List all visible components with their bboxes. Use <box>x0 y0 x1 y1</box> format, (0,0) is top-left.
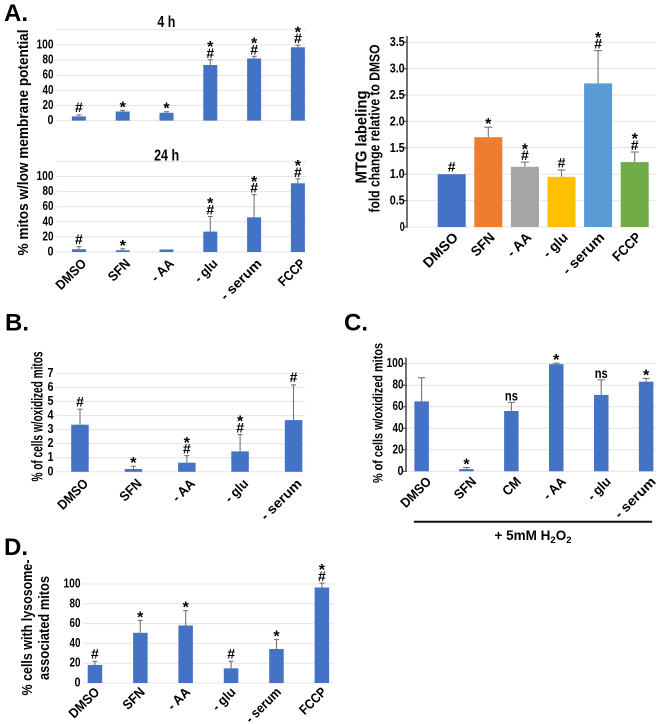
svg-text:ns: ns <box>595 366 608 381</box>
svg-text:*: * <box>137 609 144 626</box>
svg-text:3.0: 3.0 <box>390 61 405 76</box>
svg-text:20: 20 <box>393 441 404 456</box>
svg-text:*: * <box>207 39 214 56</box>
svg-text:0: 0 <box>48 112 54 127</box>
svg-text:2.0: 2.0 <box>390 113 405 128</box>
svg-text:40: 40 <box>43 213 54 228</box>
svg-text:*: * <box>163 101 170 118</box>
svg-text:#: # <box>236 420 244 436</box>
svg-text:*: * <box>184 435 191 452</box>
svg-text:1.5: 1.5 <box>390 140 405 155</box>
svg-text:#: # <box>558 154 566 170</box>
svg-text:60: 60 <box>70 615 81 630</box>
svg-text:*: * <box>207 196 214 213</box>
svg-text:associated mitos: associated mitos <box>36 576 53 680</box>
svg-text:0: 0 <box>75 675 81 690</box>
svg-text:40: 40 <box>43 82 54 97</box>
svg-text:3.5: 3.5 <box>390 34 405 49</box>
svg-text:0.5: 0.5 <box>390 193 405 208</box>
svg-text:#: # <box>448 159 456 175</box>
svg-text:60: 60 <box>393 398 404 413</box>
svg-text:*: * <box>251 174 258 191</box>
svg-text:*: * <box>295 158 302 175</box>
svg-text:*: * <box>120 238 127 255</box>
svg-text:0: 0 <box>48 463 54 478</box>
svg-text:*: * <box>273 629 280 646</box>
svg-text:20: 20 <box>43 228 54 243</box>
svg-text:#: # <box>91 646 99 662</box>
svg-text:*: * <box>522 141 529 158</box>
svg-text:% of cells w/oxidized mitos: % of cells w/oxidized mitos <box>30 351 47 481</box>
svg-text:*: * <box>595 30 602 47</box>
svg-text:#: # <box>75 231 83 247</box>
svg-text:4 h: 4 h <box>157 14 175 31</box>
svg-text:#: # <box>250 41 258 57</box>
svg-text:20: 20 <box>70 655 81 670</box>
svg-text:5: 5 <box>48 393 54 408</box>
svg-text:*: * <box>553 352 560 369</box>
svg-text:3: 3 <box>48 421 54 436</box>
svg-text:1: 1 <box>48 449 54 464</box>
svg-text:20: 20 <box>43 97 54 112</box>
svg-text:*: * <box>120 99 127 116</box>
svg-text:A.: A. <box>4 0 28 27</box>
svg-text:40: 40 <box>393 420 404 435</box>
svg-text:MTG labeling: MTG labeling <box>354 91 371 184</box>
svg-text:0: 0 <box>48 244 54 259</box>
svg-text:1.0: 1.0 <box>390 166 405 181</box>
svg-text:#: # <box>206 45 214 61</box>
svg-text:80: 80 <box>43 183 54 198</box>
svg-text:80: 80 <box>393 377 404 392</box>
svg-text:#: # <box>250 180 258 196</box>
svg-text:*: * <box>251 36 258 53</box>
svg-text:*: * <box>183 600 190 617</box>
svg-text:*: * <box>237 414 244 431</box>
svg-text:100: 100 <box>37 36 54 51</box>
svg-text:*: * <box>485 116 492 133</box>
svg-text:60: 60 <box>43 198 54 213</box>
svg-text:*: * <box>463 457 470 474</box>
svg-text:#: # <box>521 147 529 163</box>
svg-text:40: 40 <box>70 635 81 650</box>
svg-text:B.: B. <box>5 310 29 337</box>
svg-text:*: * <box>632 131 639 148</box>
svg-text:100: 100 <box>64 576 81 591</box>
svg-text:2: 2 <box>48 435 54 450</box>
svg-text:#: # <box>294 164 302 180</box>
svg-text:#: # <box>594 36 602 52</box>
svg-text:*: * <box>130 455 137 472</box>
svg-text:ns: ns <box>505 388 518 403</box>
svg-text:2.5: 2.5 <box>390 87 405 102</box>
svg-text:#: # <box>76 394 84 410</box>
svg-text:*: * <box>319 562 326 579</box>
svg-text:% cells with lysosome-: % cells with lysosome- <box>20 559 36 695</box>
svg-text:*: * <box>295 24 302 41</box>
svg-text:#: # <box>631 137 639 153</box>
svg-text:80: 80 <box>43 52 54 67</box>
svg-text:#: # <box>206 202 214 218</box>
svg-text:0: 0 <box>400 219 405 234</box>
svg-text:D.: D. <box>4 534 28 561</box>
svg-text:#: # <box>294 30 302 46</box>
svg-text:% mitos w/low membrane potent: % mitos w/low membrane potential <box>16 30 32 256</box>
svg-text:4: 4 <box>48 407 55 422</box>
svg-text:80: 80 <box>70 595 81 610</box>
svg-text:*: * <box>643 367 650 384</box>
svg-text:60: 60 <box>43 67 54 82</box>
svg-text:24 h: 24 h <box>154 148 179 165</box>
svg-text:#: # <box>75 99 83 115</box>
svg-text:100: 100 <box>387 355 404 370</box>
svg-text:fold change relative to DMSO: fold change relative to DMSO <box>367 44 384 212</box>
svg-text:6: 6 <box>48 379 54 394</box>
svg-text:7: 7 <box>48 365 54 380</box>
svg-text:100: 100 <box>37 168 54 183</box>
svg-text:#: # <box>183 441 191 457</box>
svg-text:#: # <box>227 646 235 662</box>
svg-text:C.: C. <box>344 310 368 337</box>
svg-text:0: 0 <box>398 463 404 478</box>
svg-text:#: # <box>318 568 326 584</box>
svg-text:% of cells w/oxidized mitos: % of cells w/oxidized mitos <box>370 343 385 483</box>
svg-text:#: # <box>290 369 298 385</box>
